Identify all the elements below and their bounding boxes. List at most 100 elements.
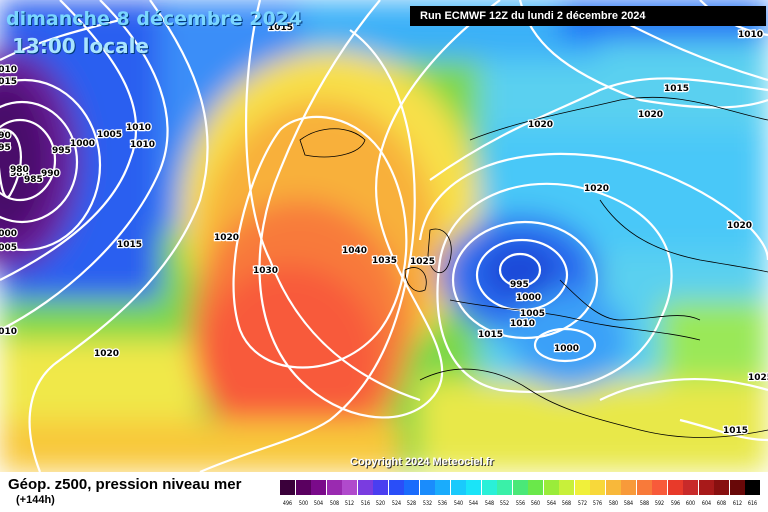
scale-label: 616 xyxy=(747,500,758,507)
isobar-label: 1020 xyxy=(94,349,119,359)
geopotential-field xyxy=(0,0,768,472)
scale-swatch xyxy=(528,480,543,495)
isobar-label: 985 xyxy=(24,175,43,185)
scale-swatch xyxy=(388,480,404,495)
isobar-label: 1035 xyxy=(372,256,397,266)
isobar-label: 1005 xyxy=(97,130,122,140)
scale-swatch xyxy=(481,480,497,495)
weather-map: 1015 1010 995 990 985 980 985 990 995 10… xyxy=(0,0,768,472)
scale-label: 556 xyxy=(515,500,525,507)
isobar-label: 985 xyxy=(10,169,29,179)
isobar-label: 1010 xyxy=(510,319,535,329)
scale-label: 548 xyxy=(484,500,494,507)
scale-swatch xyxy=(497,480,512,495)
scale-label: 572 xyxy=(577,500,587,507)
forecast-date: dimanche 8 décembre 2024 xyxy=(6,8,303,30)
scale-swatch xyxy=(714,480,729,495)
isobar-label: 1005 xyxy=(520,309,545,319)
scale-label: 532 xyxy=(422,500,432,507)
scale-swatch xyxy=(419,480,435,495)
isobar-label: 1015 xyxy=(664,84,689,94)
isobar-label: 1025 xyxy=(748,373,768,383)
legend-subtitle: (+144h) xyxy=(16,494,55,506)
scale-label: 580 xyxy=(608,500,618,507)
scale-swatch xyxy=(357,480,373,495)
isobar-label: 995 xyxy=(0,143,11,153)
scale-swatch xyxy=(404,480,419,495)
scale-label: 568 xyxy=(561,500,572,507)
scale-swatch xyxy=(729,480,745,495)
scale-swatch xyxy=(326,480,342,495)
scale-label: 516 xyxy=(360,500,370,507)
isobar-label: 1015 xyxy=(268,23,293,33)
scale-label: 584 xyxy=(623,500,634,507)
scale-swatch xyxy=(683,480,698,495)
scale-swatch xyxy=(311,480,326,495)
isobar-label: 1015 xyxy=(478,330,503,340)
isobar-label: 1010 xyxy=(126,123,151,133)
copyright: Copyright 2024 Meteociel.fr xyxy=(350,456,494,468)
scale-label: 608 xyxy=(716,500,727,507)
isobar-label: 1020 xyxy=(214,233,239,243)
isobar-label: 980 xyxy=(10,165,29,175)
scale-swatch xyxy=(667,480,683,495)
isobar-label: 1000 xyxy=(0,229,17,239)
isobar-label: 1010 xyxy=(130,140,155,150)
isobars xyxy=(0,0,768,472)
isobar-label: 1040 xyxy=(342,246,367,256)
scale-swatch xyxy=(574,480,590,495)
isobar-label: 995 xyxy=(52,146,71,156)
run-banner: Run ECMWF 12Z du lundi 2 décembre 2024 xyxy=(410,6,766,26)
scale-label: 524 xyxy=(391,500,401,507)
scale-label: 600 xyxy=(685,500,696,507)
isobar-label: 1000 xyxy=(554,344,579,354)
scale-swatch xyxy=(605,480,621,495)
scale-label: 528 xyxy=(406,500,417,507)
isobar-label: 1020 xyxy=(584,184,609,194)
isobar-label: 1020 xyxy=(638,110,663,120)
isobar-label: 1010 xyxy=(0,327,17,337)
scale-swatch xyxy=(435,480,450,495)
scale-label: 504 xyxy=(313,500,324,507)
isobar-label: 1030 xyxy=(253,266,278,276)
scale-label: 536 xyxy=(437,500,448,507)
scale-swatch xyxy=(512,480,528,495)
scale-label: 564 xyxy=(546,500,556,507)
scale-swatch xyxy=(450,480,466,495)
scale-swatch xyxy=(621,480,636,495)
scale-label: 512 xyxy=(344,500,355,507)
scale-label: 588 xyxy=(639,500,649,507)
isobar-label: 995 xyxy=(510,280,529,290)
scale-label: 540 xyxy=(453,500,463,507)
isobar-label: 1010 xyxy=(738,30,763,40)
scale-label: 496 xyxy=(282,500,293,507)
scale-label: 596 xyxy=(670,500,680,507)
scale-swatch xyxy=(280,480,295,495)
scale-label: 612 xyxy=(732,500,742,507)
scale-swatch xyxy=(590,480,605,495)
isobar-label: 1025 xyxy=(410,257,435,267)
scale-swatch xyxy=(559,480,574,495)
legend-title: Géop. z500, pression niveau mer xyxy=(8,476,242,493)
isobar-label: 1000 xyxy=(516,293,541,303)
scale-swatch xyxy=(342,480,357,495)
scale-swatch xyxy=(652,480,667,495)
isobar-label: 1015 xyxy=(723,426,748,436)
isobar-label: 1005 xyxy=(0,243,17,253)
scale-label: 520 xyxy=(375,500,386,507)
scale-swatch xyxy=(373,480,388,495)
scale-label: 552 xyxy=(499,500,510,507)
scale-label: 544 xyxy=(468,500,479,507)
scale-label: 576 xyxy=(592,500,603,507)
legend-footer: Géop. z500, pression niveau mer (+144h) … xyxy=(0,472,768,512)
scale-label: 508 xyxy=(329,500,339,507)
isobar-label: 1015 xyxy=(0,77,17,87)
scale-label: 604 xyxy=(701,500,711,507)
isobar-label: 1020 xyxy=(727,221,752,231)
map-canvas: 1015 1010 995 990 985 980 985 990 995 10… xyxy=(0,0,768,472)
isobar-label: 1015 xyxy=(117,240,142,250)
isobar-label: 990 xyxy=(0,131,11,141)
isobar-label: 990 xyxy=(41,169,60,179)
scale-swatch xyxy=(698,480,714,495)
coastlines xyxy=(299,96,768,438)
